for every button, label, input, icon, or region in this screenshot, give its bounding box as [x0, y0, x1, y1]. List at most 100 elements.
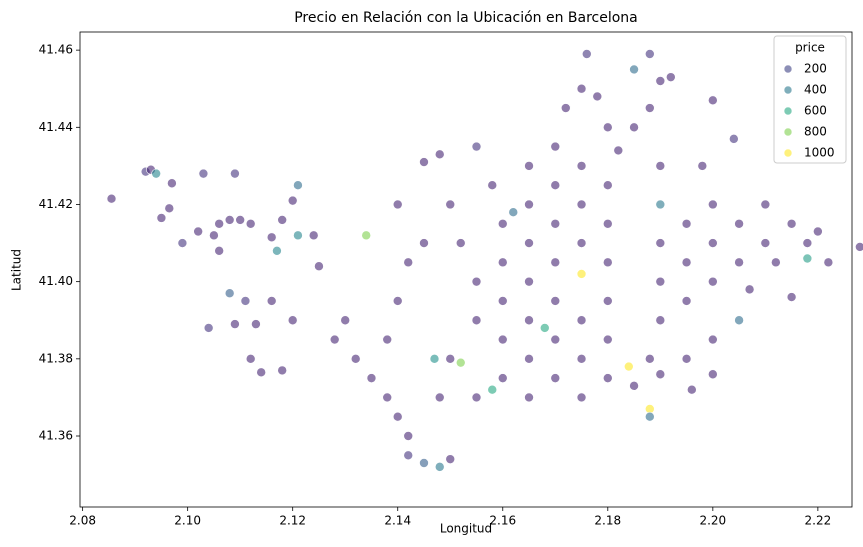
point: [382, 334, 393, 345]
point: [214, 245, 224, 256]
legend-title: price: [795, 41, 825, 55]
point: [350, 354, 361, 364]
point: [497, 257, 508, 268]
point: [382, 392, 393, 403]
point: [576, 83, 587, 94]
y-axis-label: Latitud: [10, 249, 24, 291]
legend-label: 400: [804, 83, 827, 97]
point: [224, 288, 235, 299]
point: [760, 238, 771, 248]
point: [487, 180, 498, 190]
point: [240, 296, 251, 306]
y-tick-label: 41.36: [39, 429, 73, 443]
point: [392, 411, 403, 422]
point: [550, 334, 561, 345]
x-tick-label: 2.16: [489, 514, 516, 528]
point: [550, 296, 561, 306]
legend-marker: [783, 106, 793, 116]
point: [293, 180, 303, 190]
point: [524, 238, 534, 248]
point: [708, 95, 718, 106]
legend-box: [773, 35, 847, 164]
point: [629, 64, 639, 75]
points: [106, 49, 863, 472]
point: [602, 122, 613, 133]
point: [813, 226, 823, 237]
point: [314, 261, 324, 272]
point: [576, 354, 587, 364]
point: [471, 141, 482, 152]
point: [308, 230, 319, 241]
point: [681, 257, 692, 268]
legend-label: 1000: [804, 146, 835, 160]
point: [329, 334, 340, 345]
point: [602, 218, 613, 229]
point: [760, 199, 771, 210]
point: [645, 354, 655, 364]
point: [613, 145, 624, 156]
point: [624, 361, 634, 372]
point: [245, 218, 256, 229]
point: [802, 238, 813, 248]
x-tick-label: 2.08: [69, 514, 96, 528]
point: [687, 384, 697, 395]
point: [708, 199, 718, 210]
point: [445, 454, 456, 464]
point: [655, 369, 666, 380]
point: [340, 315, 351, 326]
point: [497, 218, 508, 229]
point: [497, 296, 508, 306]
point: [524, 392, 534, 403]
point: [293, 230, 303, 241]
x-tick-label: 2.20: [699, 514, 726, 528]
point: [576, 392, 587, 403]
plot-frame: [79, 31, 853, 508]
point: [708, 369, 718, 380]
point: [193, 226, 203, 237]
point: [471, 276, 482, 287]
point: [266, 232, 277, 243]
point: [497, 334, 508, 345]
point: [708, 276, 718, 287]
point: [560, 103, 571, 113]
point: [177, 238, 188, 248]
x-tick-label: 2.22: [805, 514, 832, 528]
point: [429, 354, 440, 364]
point: [245, 354, 256, 364]
point: [445, 354, 456, 364]
point: [581, 49, 592, 59]
point: [708, 334, 718, 345]
point: [681, 296, 692, 306]
point: [403, 257, 414, 268]
point: [734, 218, 744, 229]
legend-marker: [783, 148, 793, 158]
point: [576, 269, 587, 279]
point: [734, 257, 744, 268]
point: [645, 411, 655, 422]
point: [576, 161, 587, 171]
point: [602, 180, 613, 190]
point: [235, 215, 245, 225]
legend-marker: [783, 85, 793, 95]
point: [576, 315, 587, 326]
point: [471, 392, 482, 403]
point: [576, 238, 587, 248]
point: [524, 199, 534, 210]
x-axis-label: Longitud: [440, 522, 492, 536]
point: [214, 218, 224, 229]
point: [403, 450, 414, 461]
legend-marker: [783, 127, 793, 137]
point: [198, 168, 209, 179]
point: [802, 253, 813, 264]
point: [576, 199, 587, 210]
point: [392, 199, 403, 210]
point: [277, 365, 287, 376]
point: [729, 134, 739, 144]
point: [786, 292, 797, 302]
point: [256, 367, 266, 378]
point: [151, 168, 161, 179]
legend: price 200 400 600 800 1000: [773, 35, 847, 164]
point: [277, 215, 287, 225]
